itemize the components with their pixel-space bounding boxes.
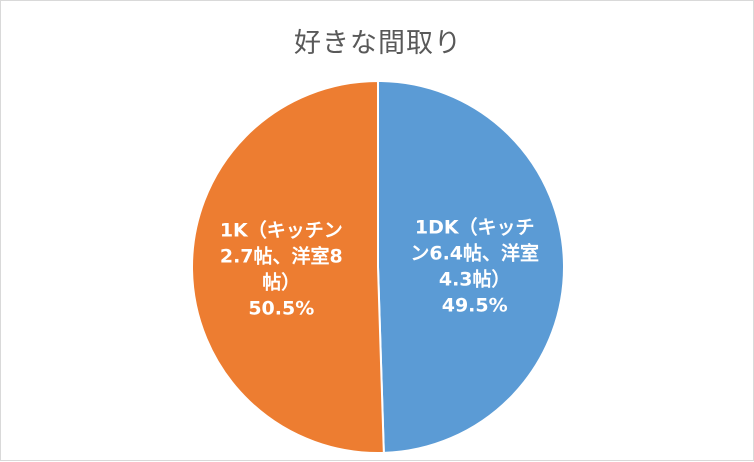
slice-2-label-line-3: 帖） bbox=[262, 271, 300, 294]
slice-1-percent-label: 49.5% bbox=[442, 294, 508, 316]
pie-slice-2 bbox=[191, 79, 385, 454]
pie-slice-1 bbox=[377, 79, 565, 454]
slice-1-label-line-2: ン6.4帖、洋室 bbox=[410, 241, 539, 264]
slice-2-label-line-2: 2.7帖、洋室8 bbox=[220, 245, 343, 268]
slice-2-percent-label: 50.5% bbox=[248, 298, 314, 320]
slice-1-label-line-1: 1DK（キッチ bbox=[415, 215, 535, 238]
slice-1-label-line-3: 4.3帖） bbox=[439, 267, 511, 290]
chart-title: 好きな間取り bbox=[294, 28, 462, 59]
slice-2-label-line-1: 1K（キッチン bbox=[220, 219, 343, 242]
